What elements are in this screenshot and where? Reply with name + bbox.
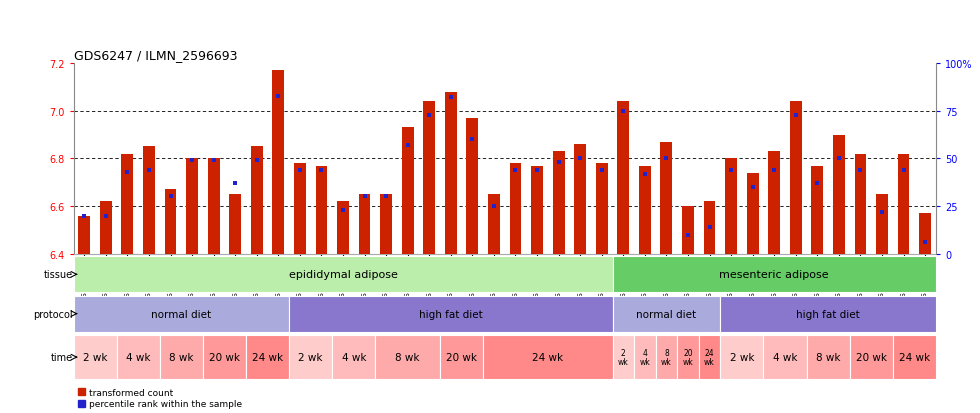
Bar xyxy=(898,154,909,254)
Bar xyxy=(553,152,564,254)
Bar xyxy=(122,154,133,254)
Text: mesenteric adipose: mesenteric adipose xyxy=(719,270,829,280)
Legend: transformed count, percentile rank within the sample: transformed count, percentile rank withi… xyxy=(78,388,242,408)
Bar xyxy=(639,166,651,254)
Bar xyxy=(165,190,176,254)
Bar xyxy=(488,195,500,254)
Bar xyxy=(790,102,802,254)
Bar xyxy=(617,102,629,254)
Bar xyxy=(440,335,483,379)
Bar xyxy=(117,335,160,379)
Bar xyxy=(445,93,457,254)
Bar xyxy=(612,335,634,379)
Text: 8 wk: 8 wk xyxy=(396,352,419,362)
Bar xyxy=(359,195,370,254)
Bar xyxy=(720,296,936,332)
Bar xyxy=(160,335,203,379)
Bar xyxy=(634,335,656,379)
Bar xyxy=(720,335,763,379)
Text: epididymal adipose: epididymal adipose xyxy=(288,270,398,280)
Bar xyxy=(402,128,414,254)
Bar xyxy=(375,335,440,379)
Text: 24 wk: 24 wk xyxy=(899,352,930,362)
Text: 8 wk: 8 wk xyxy=(815,352,840,362)
Bar xyxy=(596,164,608,254)
Bar xyxy=(656,335,677,379)
Text: 8
wk: 8 wk xyxy=(662,349,671,366)
Bar xyxy=(768,152,780,254)
Text: 24 wk: 24 wk xyxy=(532,352,563,362)
Text: 20 wk: 20 wk xyxy=(209,352,240,362)
Bar xyxy=(229,195,241,254)
Bar xyxy=(483,335,612,379)
Bar xyxy=(316,166,327,254)
Bar xyxy=(677,335,699,379)
Text: GDS6247 / ILMN_2596693: GDS6247 / ILMN_2596693 xyxy=(74,48,237,62)
Bar xyxy=(876,195,888,254)
Text: tissue: tissue xyxy=(44,270,74,280)
Bar xyxy=(811,166,823,254)
Text: 24
wk: 24 wk xyxy=(705,349,714,366)
Text: 4 wk: 4 wk xyxy=(341,352,366,362)
Text: 20 wk: 20 wk xyxy=(856,352,887,362)
Bar xyxy=(699,335,720,379)
Bar xyxy=(289,335,332,379)
Text: 2
wk: 2 wk xyxy=(618,349,628,366)
Bar xyxy=(78,216,90,254)
Bar xyxy=(208,159,220,254)
Bar xyxy=(763,335,807,379)
Bar xyxy=(919,214,931,254)
Bar xyxy=(74,335,117,379)
Bar xyxy=(423,102,435,254)
Text: 4 wk: 4 wk xyxy=(772,352,797,362)
Text: 20 wk: 20 wk xyxy=(446,352,477,362)
Bar xyxy=(337,202,349,254)
Bar xyxy=(466,119,478,254)
Bar xyxy=(289,296,612,332)
Text: 4 wk: 4 wk xyxy=(125,352,151,362)
Bar xyxy=(661,142,672,254)
Bar xyxy=(807,335,850,379)
Bar xyxy=(612,296,720,332)
Text: high fat diet: high fat diet xyxy=(796,309,860,319)
Bar xyxy=(704,202,715,254)
Bar xyxy=(855,154,866,254)
Bar xyxy=(510,164,521,254)
Text: 20
wk: 20 wk xyxy=(683,349,693,366)
Bar xyxy=(203,335,246,379)
Bar xyxy=(725,159,737,254)
Text: normal diet: normal diet xyxy=(151,309,212,319)
Bar xyxy=(332,335,375,379)
Bar xyxy=(294,164,306,254)
Text: 8 wk: 8 wk xyxy=(169,352,193,362)
Bar xyxy=(850,335,893,379)
Bar xyxy=(531,166,543,254)
Bar xyxy=(574,145,586,254)
Bar xyxy=(747,173,759,254)
Bar xyxy=(251,147,263,254)
Text: high fat diet: high fat diet xyxy=(418,309,483,319)
Bar xyxy=(246,335,289,379)
Text: 2 wk: 2 wk xyxy=(729,352,755,362)
Bar xyxy=(74,257,612,292)
Bar xyxy=(612,257,936,292)
Bar xyxy=(893,335,936,379)
Bar xyxy=(74,296,289,332)
Text: 2 wk: 2 wk xyxy=(82,352,107,362)
Bar xyxy=(186,159,198,254)
Text: 2 wk: 2 wk xyxy=(298,352,322,362)
Text: normal diet: normal diet xyxy=(636,309,697,319)
Text: protocol: protocol xyxy=(33,309,74,319)
Text: 4
wk: 4 wk xyxy=(640,349,650,366)
Bar xyxy=(143,147,155,254)
Bar xyxy=(833,135,845,254)
Text: 24 wk: 24 wk xyxy=(252,352,283,362)
Bar xyxy=(682,206,694,254)
Bar xyxy=(272,71,284,254)
Text: time: time xyxy=(51,352,74,362)
Bar xyxy=(100,202,112,254)
Bar xyxy=(380,195,392,254)
